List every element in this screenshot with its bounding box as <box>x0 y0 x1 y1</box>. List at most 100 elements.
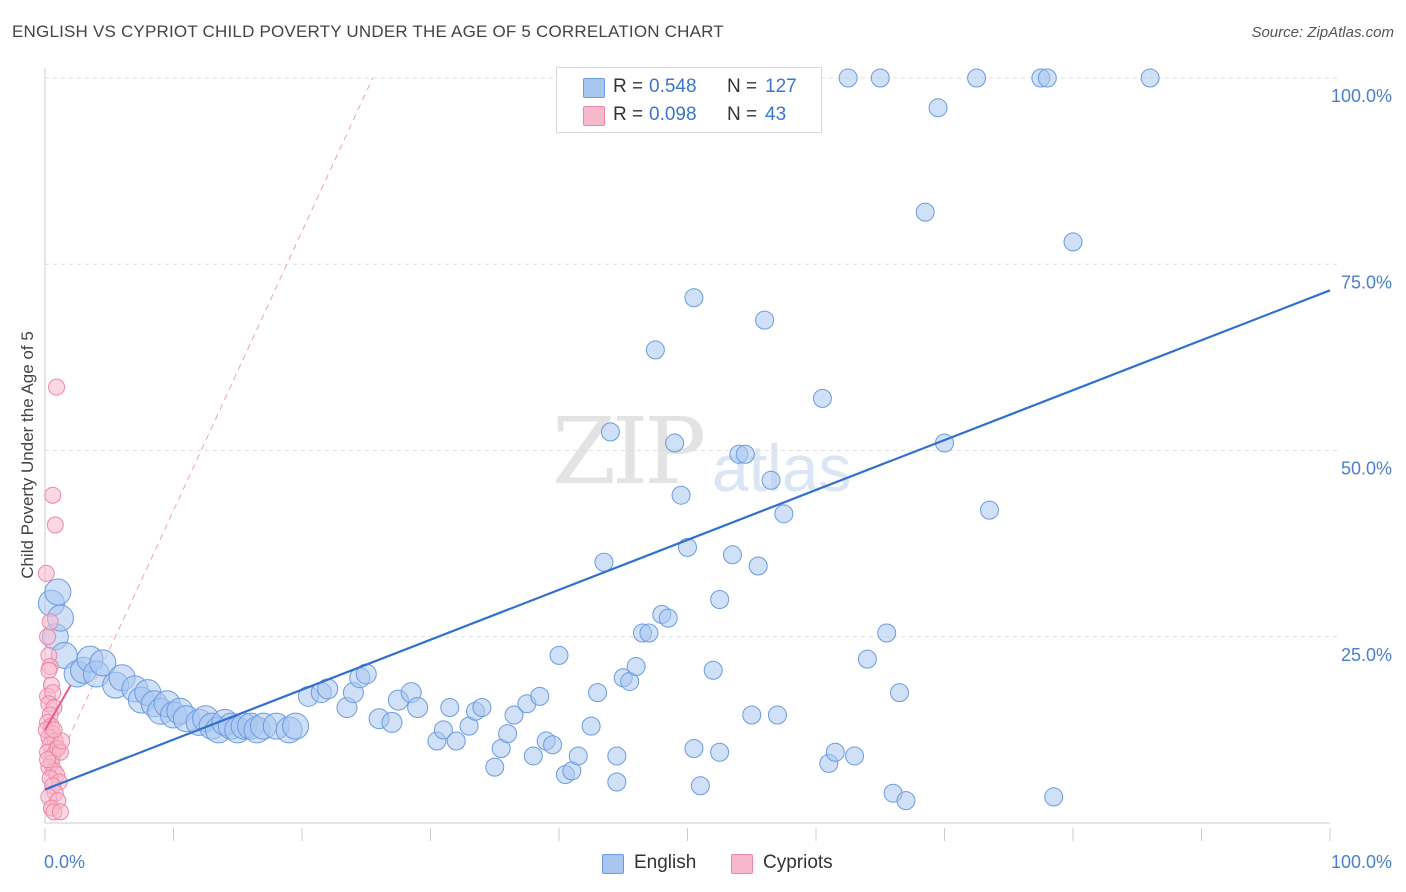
english-point <box>915 202 935 222</box>
english-point <box>44 578 72 606</box>
cypriot-point <box>37 564 55 582</box>
legend-n-label: N = <box>727 76 758 97</box>
x-tick-label: 100.0% <box>1331 852 1392 872</box>
cypriot-point <box>51 803 69 821</box>
english-point <box>594 552 614 572</box>
english-point <box>890 683 910 703</box>
bottom-legend-label: Cypriots <box>763 852 833 873</box>
english-point <box>1063 232 1083 252</box>
english-point <box>665 433 685 453</box>
english-point <box>825 742 845 762</box>
english-point <box>690 776 710 796</box>
english-point <box>684 288 704 308</box>
english-point <box>607 772 627 792</box>
english-point <box>89 649 117 677</box>
legend-n-value: 127 <box>765 76 797 97</box>
english-swatch <box>583 78 605 98</box>
english-point <box>485 757 505 777</box>
english-point <box>407 697 429 719</box>
cypriot-point <box>44 486 62 504</box>
english-point <box>530 686 550 706</box>
y-tick-label: 50.0% <box>1341 459 1392 479</box>
english-point <box>1044 787 1064 807</box>
legend-r-label: R = <box>613 104 644 125</box>
english-point <box>1140 68 1160 88</box>
english-point <box>710 590 730 609</box>
english-point <box>967 68 987 88</box>
cypriot-point <box>40 661 58 679</box>
cypriot-trend-line <box>44 684 72 731</box>
english-point <box>748 556 768 576</box>
english-point <box>645 340 665 360</box>
english-point <box>1037 68 1057 88</box>
correlation-legend: R = 0.548 N = 127 R = 0.098 N = 43 <box>556 67 822 133</box>
cypriot-point <box>48 378 66 396</box>
english-point <box>703 660 723 680</box>
y-tick-label: 100.0% <box>1331 86 1392 106</box>
english-point <box>581 716 601 736</box>
english-point <box>440 698 460 718</box>
english-point <box>549 645 569 665</box>
english-point <box>607 746 627 766</box>
y-axis-title: Child Poverty Under the Age of 5 <box>18 331 37 579</box>
legend-n-label: N = <box>727 104 758 125</box>
english-point <box>896 791 916 811</box>
y-tick-label: 25.0% <box>1341 645 1392 665</box>
english-point <box>812 388 832 408</box>
cypriot-point <box>46 516 64 534</box>
english-point <box>735 444 755 464</box>
legend-row-english: R = 0.548 N = 127 <box>557 72 821 100</box>
english-point <box>658 608 678 628</box>
english-point <box>761 470 781 490</box>
english-point <box>639 623 659 643</box>
legend-r-label: R = <box>613 76 644 97</box>
english-point <box>877 623 897 643</box>
english-point <box>282 712 310 740</box>
english-swatch <box>602 854 624 874</box>
cypriot-point <box>41 613 59 631</box>
english-point <box>671 485 691 505</box>
english-point <box>710 742 730 762</box>
english-point <box>381 711 403 733</box>
chart-title: ENGLISH VS CYPRIOT CHILD POVERTY UNDER T… <box>12 22 724 41</box>
cypriots-swatch <box>583 106 605 126</box>
bottom-legend-label: English <box>634 852 697 873</box>
source-label: Source: ZipAtlas.com <box>1251 24 1394 41</box>
legend-row-cypriots: R = 0.098 N = 43 <box>557 100 821 128</box>
english-point <box>433 720 453 740</box>
english-trend-line <box>44 289 1331 791</box>
cypriot-point <box>39 751 57 769</box>
english-point <box>767 705 787 725</box>
english-point <box>543 735 563 755</box>
y-tick-label: 75.0% <box>1341 272 1392 292</box>
cypriot-point <box>39 628 57 646</box>
english-point <box>678 537 697 557</box>
english-point <box>523 746 543 766</box>
english-point <box>722 545 742 565</box>
english-point <box>838 68 858 88</box>
english-point <box>774 504 794 524</box>
english-point <box>755 310 775 330</box>
english-point <box>472 698 492 718</box>
legend-n-value: 43 <box>765 104 787 125</box>
english-point <box>684 739 704 758</box>
legend-r-value: 0.548 <box>649 76 697 97</box>
legend-r-value: 0.098 <box>649 104 697 125</box>
english-point <box>870 68 890 88</box>
english-point <box>857 649 877 669</box>
english-point <box>928 98 948 118</box>
english-point <box>600 422 620 442</box>
english-point <box>588 683 608 703</box>
watermark-atlas: atlas <box>712 431 852 505</box>
english-point <box>626 657 646 677</box>
english-point <box>498 724 518 744</box>
english-point <box>742 705 762 725</box>
cypriots-swatch <box>731 854 753 874</box>
reference-diagonal-line <box>44 77 374 790</box>
english-point <box>979 500 999 520</box>
x-tick-label: 0.0% <box>44 852 85 872</box>
english-point <box>845 746 865 766</box>
english-point <box>446 731 466 751</box>
english-point <box>504 705 524 725</box>
